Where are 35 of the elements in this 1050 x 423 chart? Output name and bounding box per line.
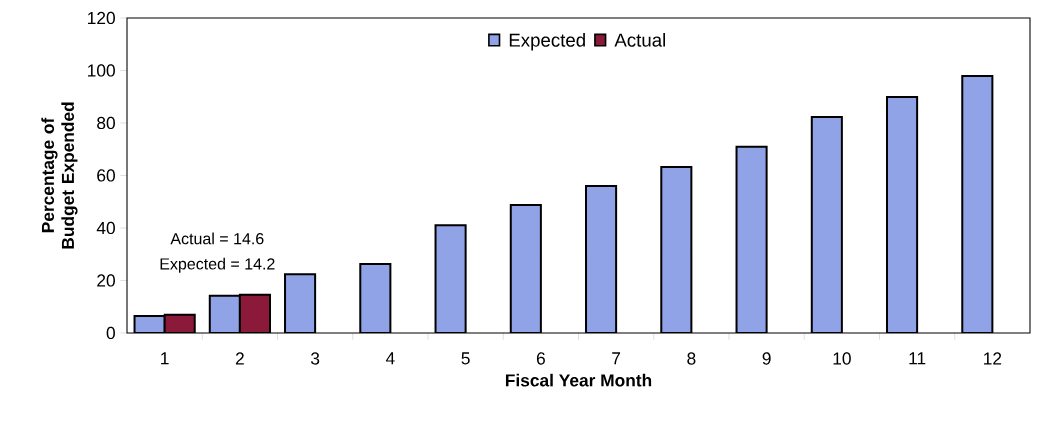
x-tick-label: 5 bbox=[461, 352, 470, 365]
y-tick-label: 120 bbox=[88, 11, 115, 25]
y-tick-label: 100 bbox=[88, 64, 115, 77]
legend-label: Expected bbox=[509, 33, 585, 51]
y-tick-label: 40 bbox=[96, 221, 115, 235]
bar bbox=[735, 145, 768, 333]
x-tick-label: 12 bbox=[984, 352, 1002, 365]
y-tick-label: 60 bbox=[97, 169, 115, 182]
bar bbox=[660, 166, 693, 333]
x-tick-label: 4 bbox=[385, 352, 395, 365]
bar bbox=[434, 224, 467, 333]
annotation: Expected = 14.2 bbox=[160, 257, 275, 273]
x-tick-label: 11 bbox=[909, 352, 926, 365]
bar bbox=[810, 115, 843, 333]
bar bbox=[509, 203, 542, 333]
y-axis-title: Percentage of Budget Expended bbox=[41, 102, 78, 249]
y-tick-label: 0 bbox=[106, 326, 115, 340]
x-tick-label: 9 bbox=[762, 352, 771, 365]
x-axis-title: Fiscal Year Month bbox=[505, 373, 652, 387]
legend-label: Actual bbox=[614, 33, 665, 47]
x-tick-label: 2 bbox=[235, 352, 244, 365]
x-tick-label: 6 bbox=[536, 352, 545, 365]
x-tick-label: 7 bbox=[612, 352, 621, 365]
x-tick-label: 8 bbox=[687, 352, 696, 365]
y-tick-label: 80 bbox=[97, 116, 115, 130]
bar bbox=[359, 262, 392, 333]
bar bbox=[284, 273, 317, 333]
x-tick-label: 1 bbox=[161, 352, 169, 365]
x-tick-label: 3 bbox=[310, 352, 320, 365]
bar bbox=[585, 184, 618, 333]
bar bbox=[886, 96, 919, 333]
y-tick-label: 20 bbox=[97, 274, 115, 287]
x-tick-label: 10 bbox=[833, 352, 851, 365]
bar bbox=[961, 75, 994, 333]
annotation: Actual = 14.6 bbox=[170, 232, 264, 245]
